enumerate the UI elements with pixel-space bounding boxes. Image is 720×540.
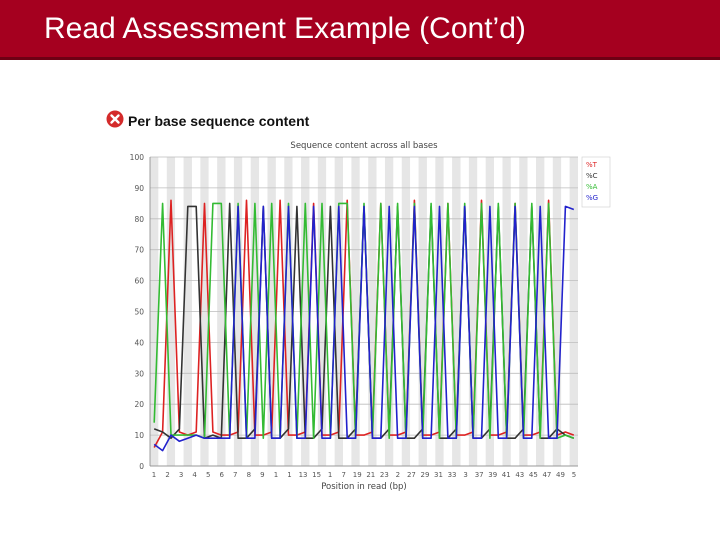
module-title: Per base sequence content [128, 113, 310, 129]
x-tick-label: 39 [488, 471, 497, 479]
legend-entry: %C [586, 172, 598, 180]
x-tick-label: 1 [152, 471, 156, 479]
y-tick-label: 90 [134, 184, 144, 193]
x-tick-label: 41 [502, 471, 511, 479]
x-tick-label: 37 [475, 471, 484, 479]
x-tick-label: 7 [341, 471, 345, 479]
legend-entry: %G [586, 194, 598, 202]
x-tick-label: 47 [542, 471, 551, 479]
y-tick-label: 50 [134, 308, 144, 317]
series-line-pct-g [153, 205, 575, 452]
x-tick-label: 3 [463, 471, 467, 479]
y-tick-label: 60 [134, 277, 144, 286]
error-cross-icon [106, 110, 124, 128]
x-tick-label: 23 [380, 471, 389, 479]
x-tick-label: 19 [353, 471, 362, 479]
x-tick-label: 2 [396, 471, 400, 479]
x-tick-label: 49 [556, 471, 565, 479]
x-tick-label: 6 [220, 471, 225, 479]
y-tick-label: 40 [134, 338, 144, 347]
title-bar: Read Assessment Example (Cont’d) [0, 0, 720, 60]
x-tick-label: 31 [434, 471, 443, 479]
x-tick-label: 21 [366, 471, 375, 479]
x-tick-label: 13 [299, 471, 308, 479]
legend-box [581, 156, 611, 208]
y-tick-label: 30 [134, 369, 144, 378]
x-tick-label: 1 [328, 471, 332, 479]
x-tick-label: 27 [407, 471, 416, 479]
y-tick-label: 80 [134, 215, 144, 224]
x-tick-label: 8 [247, 471, 251, 479]
x-tick-label: 1 [274, 471, 278, 479]
legend-entry: %T [586, 161, 598, 169]
y-tick-label: 20 [134, 400, 144, 409]
series-line-pct-a [153, 202, 575, 440]
x-tick-label: 43 [515, 471, 524, 479]
x-tick-label: 7 [233, 471, 237, 479]
x-tick-label: 9 [260, 471, 264, 479]
series-line-pct-t [153, 199, 575, 448]
y-tick-label: 70 [134, 246, 144, 255]
per-base-sequence-content-chart: 0 10 20 30 40 50 60 70 80 90 100 Sequence content a… [130, 141, 611, 492]
y-tick-label: 0 [139, 462, 144, 471]
chart-title: Sequence content across all bases [290, 141, 438, 151]
x-tick-label: 5 [572, 471, 576, 479]
slide-title: Read Assessment Example (Cont’d) [44, 12, 526, 45]
x-tick-label: 45 [529, 471, 538, 479]
x-tick-label: 4 [192, 471, 197, 479]
y-tick-label: 10 [134, 431, 144, 440]
y-tick-label: 100 [130, 153, 145, 162]
x-tick-label: 15 [312, 471, 321, 479]
x-tick-label: 29 [421, 471, 430, 479]
legend-entry: %A [586, 183, 598, 191]
x-axis-label: Position in read (bp) [321, 482, 407, 492]
x-tick-label: 1 [287, 471, 291, 479]
x-tick-label: 33 [448, 471, 457, 479]
x-tick-label: 5 [206, 471, 210, 479]
x-tick-label: 2 [165, 471, 169, 479]
x-tick-label: 3 [179, 471, 183, 479]
